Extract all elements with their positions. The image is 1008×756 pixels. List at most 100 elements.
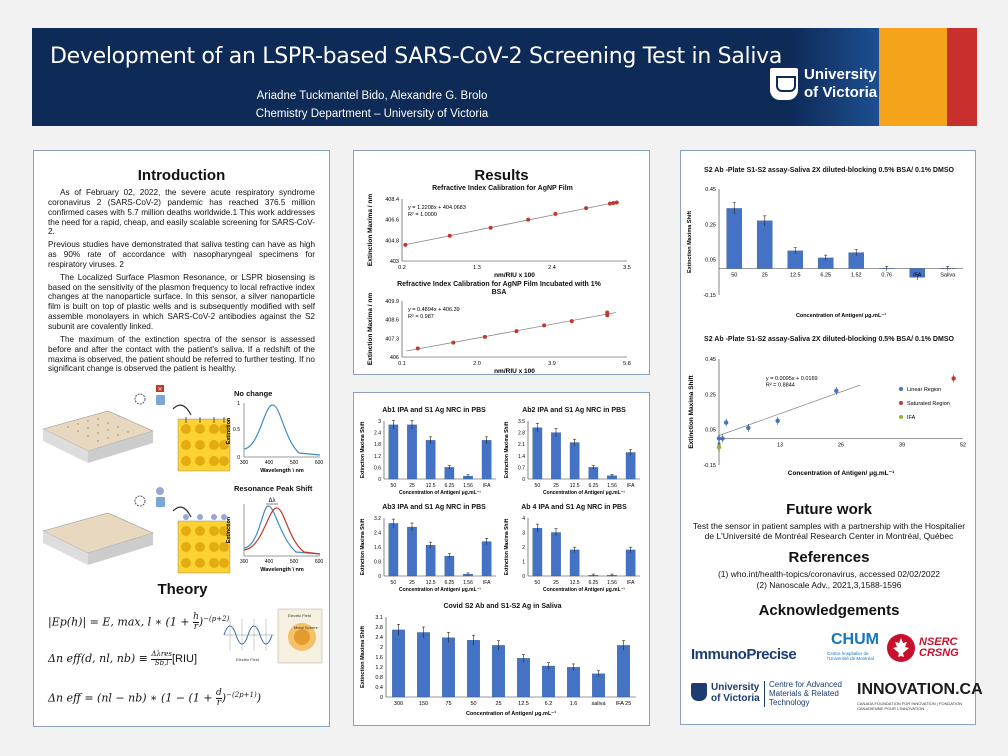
x-tick-label: IFA [913, 273, 922, 279]
x-tick-label: 0.1 [398, 361, 406, 367]
x-tick-label: 26 [838, 443, 844, 449]
chart-title: Refractive Index Calibration for AgNP Fi… [432, 185, 573, 192]
x-tick-label: 50 [391, 580, 397, 586]
bar [392, 629, 405, 698]
legend-marker [899, 387, 903, 391]
svg-text:Extinction: Extinction [226, 417, 232, 444]
x-tick-label: Saliva [940, 273, 956, 279]
calibration-chart-bsa: 406 407.3 408.6 409.9 0.1 2.0 3.9 5.8 y = 0.4894… [367, 293, 631, 375]
y-axis-label: Extinction Maxima Shift [360, 518, 366, 575]
bar [425, 545, 436, 577]
x-tick-label: 25 [495, 701, 501, 707]
bar [517, 658, 530, 698]
x-tick-label: 12.5 [426, 483, 436, 489]
y-tick-label: 1.2 [375, 665, 383, 671]
x-tick-label: IFA 25 [616, 701, 632, 707]
data-point [746, 425, 751, 431]
svg-text:600: 600 [315, 559, 324, 565]
y-tick-label: 0.8 [375, 675, 383, 681]
y-tick-label: 1.2 [374, 454, 381, 460]
arrow-icon [172, 404, 192, 416]
bar [407, 526, 417, 577]
svg-text:500: 500 [290, 460, 299, 466]
svg-text:Electric Field: Electric Field [288, 613, 311, 618]
chart-title: S2 Ab -Plate S1-S2 assay-Saliva 2X dilut… [704, 167, 954, 174]
svg-text:Wavelength \ nm: Wavelength \ nm [260, 567, 304, 573]
intro-paragraph: The Localized Surface Plasmon Resonance,… [48, 272, 315, 331]
bar-charts-panel: Ab1 IPA and S1 Ag NRC in PBS 0 0.6 1.2 1.8 2… [353, 392, 650, 726]
y-tick-label: 409.9 [385, 299, 399, 305]
y-tick-label: 2.8 [518, 431, 525, 437]
bar [567, 667, 580, 698]
bar [756, 220, 773, 269]
bar [625, 452, 636, 480]
data-point [775, 418, 780, 424]
chum-logo: CHUM [831, 631, 879, 648]
x-tick-label: 12.5 [570, 483, 580, 489]
data-point [834, 388, 839, 393]
bar [532, 527, 543, 577]
chart-title: Refractive Index Calibration for AgNP Fi… [397, 281, 601, 297]
bar [417, 632, 430, 698]
y-tick-label: 1.6 [375, 655, 383, 661]
data-point [720, 436, 725, 441]
reference-item: (2) Nanoscale Adv., 2021,3,1588-1596 [756, 580, 902, 590]
chart-title: Ab1 IPA and S1 Ag NRC in PBS [382, 407, 486, 414]
data-point [716, 445, 722, 450]
intro-paragraph: As of February 02, 2022, the severe acut… [48, 188, 315, 237]
x-tick-label: 150 [419, 701, 428, 707]
svg-text:0.5: 0.5 [233, 427, 240, 433]
y-tick-label: 407.3 [385, 336, 399, 342]
introduction-panel: Introduction As of February 02, 2022, th… [33, 150, 330, 727]
data-point [542, 323, 547, 328]
x-axis-label: nm/RIU x 100 [494, 368, 535, 375]
x-tick-label: 3.9 [548, 361, 556, 367]
y-axis-label: Extinction Maxima Shift [504, 421, 510, 478]
data-point [514, 329, 519, 334]
data-point [415, 346, 420, 351]
saliva-tube-icon [156, 395, 165, 405]
scatter-chart-linear-region: -0.150.050.250.45013263952Linear RegionS… [688, 357, 966, 477]
x-tick-label: 12.5 [426, 580, 436, 586]
no-change-label: No change [234, 389, 273, 398]
bar-chart-saliva: 0 0.4 0.8 1.2 1.6 2 2.4 2.8 3.1 300 150 75 50 25 12.5 6… [360, 615, 636, 717]
legend-marker [899, 415, 903, 419]
bar [425, 440, 436, 480]
y-tick-label: 0.25 [705, 392, 716, 398]
svg-text:Δλ: Δλ [268, 498, 275, 504]
y-tick-label: 404.8 [385, 238, 399, 244]
x-tick-label: 0.76 [881, 273, 892, 279]
right-panel: S2 Ab -Plate S1-S2 assay-Saliva 2X dilut… [680, 150, 983, 725]
x-axis-label: Concentration of Antigen/ μg.mL⁻¹ [399, 490, 481, 496]
x-tick-label: 300 [394, 701, 403, 707]
y-tick-label: 2.1 [518, 442, 525, 448]
svg-text:0: 0 [237, 455, 240, 461]
x-tick-label: 1.6 [570, 701, 578, 707]
magnify-icon [134, 393, 146, 405]
chart-title: Ab 4 IPA and S1 Ag NRC in PBS [521, 504, 627, 511]
svg-text:400: 400 [265, 559, 274, 565]
trend-line [718, 384, 860, 436]
bar [726, 208, 743, 269]
svg-text:Extinction: Extinction [226, 516, 232, 543]
trend-line [406, 201, 616, 245]
nserc-logo: NSERC CRSNG [919, 636, 959, 659]
virus-present-icon [156, 487, 164, 495]
y-tick-label: 2 [522, 545, 525, 551]
x-tick-label: 1.56 [607, 580, 617, 586]
x-tick-label: 50 [535, 580, 541, 586]
x-tick-label: 6.2 [545, 701, 553, 707]
svg-text:300: 300 [240, 460, 249, 466]
svg-text:1: 1 [237, 401, 240, 407]
intro-paragraph: The maximum of the extinction spectra of… [48, 334, 315, 374]
y-axis-label: Extinction Maxima Shift [504, 518, 510, 575]
x-axis-label: Concentration of Antigen/ μg.mL⁻¹ [796, 312, 886, 319]
theory-heading: Theory [157, 581, 208, 598]
y-tick-label: 0.45 [705, 357, 716, 363]
bar [551, 532, 561, 577]
x-tick-label: 25 [409, 580, 415, 586]
svg-text:300: 300 [240, 559, 249, 565]
x-axis-label: Concentration of Antigen/ μg.mL⁻¹ [466, 710, 556, 717]
y-tick-label: 0 [378, 477, 381, 483]
y-tick-label: 3 [378, 419, 381, 425]
